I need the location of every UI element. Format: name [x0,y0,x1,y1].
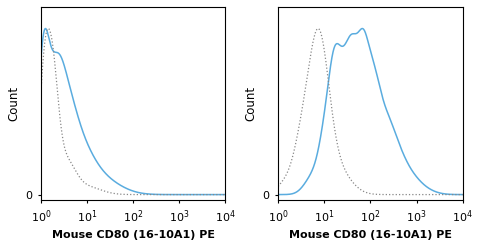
Y-axis label: Count: Count [244,86,257,121]
Y-axis label: Count: Count [7,86,20,121]
X-axis label: Mouse CD80 (16-10A1) PE: Mouse CD80 (16-10A1) PE [289,230,452,240]
X-axis label: Mouse CD80 (16-10A1) PE: Mouse CD80 (16-10A1) PE [52,230,215,240]
